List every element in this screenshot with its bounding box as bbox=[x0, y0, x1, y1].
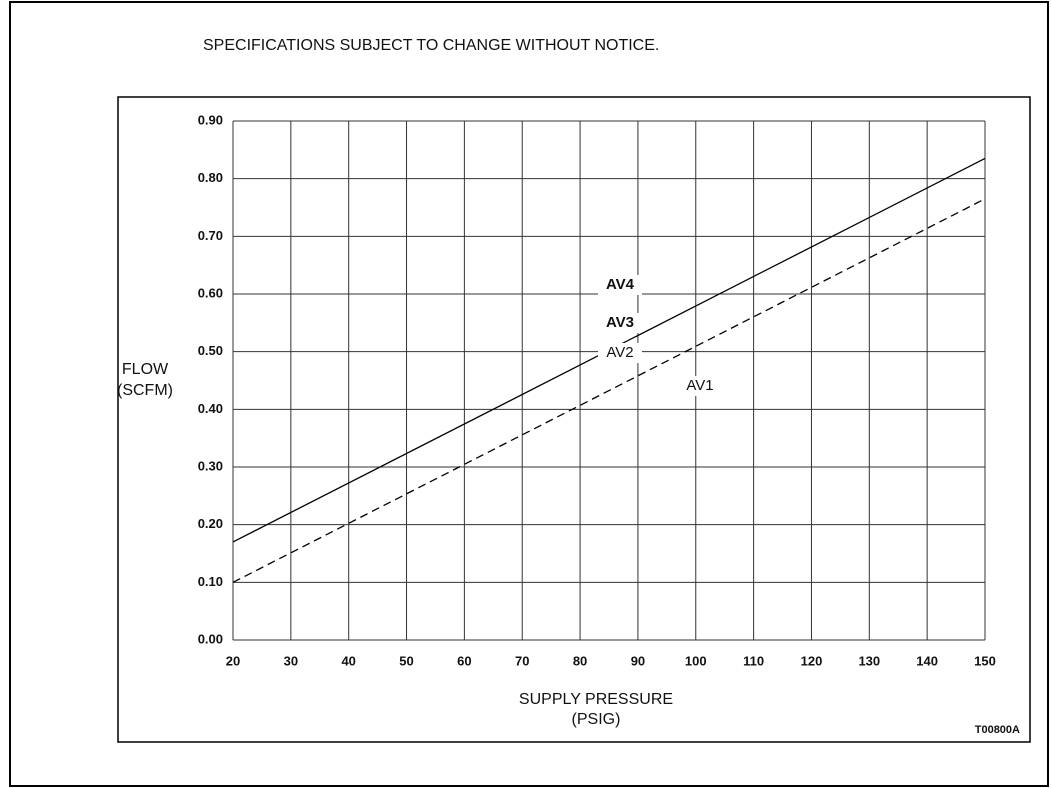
y-axis-label: FLOW bbox=[122, 361, 169, 378]
x-tick-label: 140 bbox=[916, 653, 938, 668]
y-tick-label: 0.40 bbox=[198, 401, 223, 416]
x-tick-label: 90 bbox=[631, 653, 645, 668]
x-tick-label: 130 bbox=[858, 653, 880, 668]
y-tick-label: 0.30 bbox=[198, 458, 223, 473]
x-tick-label: 120 bbox=[801, 653, 823, 668]
annotation-bg bbox=[678, 376, 722, 396]
annotation-bg bbox=[598, 313, 642, 333]
x-tick-label: 80 bbox=[573, 653, 587, 668]
y-tick-label: 0.50 bbox=[198, 343, 223, 358]
x-tick-label: 20 bbox=[226, 653, 240, 668]
series-line bbox=[232, 198, 986, 583]
y-axis-label: (SCFM) bbox=[117, 382, 173, 399]
x-tick-label: 40 bbox=[341, 653, 355, 668]
y-tick-label: 0.10 bbox=[198, 574, 223, 589]
annotation: AV4 bbox=[606, 276, 635, 293]
y-tick-label: 0.20 bbox=[198, 516, 223, 531]
y-tick-label: 0.70 bbox=[198, 228, 223, 243]
y-tick-label: 0.60 bbox=[198, 285, 223, 300]
annotation-bg bbox=[598, 275, 642, 295]
chart-frame bbox=[117, 96, 1031, 743]
x-tick-label: 110 bbox=[743, 653, 764, 668]
figure-id: T00800A bbox=[975, 724, 1020, 736]
x-axis-label: (PSIG) bbox=[572, 711, 621, 728]
x-tick-label: 50 bbox=[399, 653, 413, 668]
x-tick-label: 70 bbox=[515, 653, 529, 668]
annotation: AV3 bbox=[606, 314, 634, 331]
y-tick-label: 0.80 bbox=[198, 170, 223, 185]
y-tick-label: 0.90 bbox=[198, 112, 223, 127]
x-tick-label: 30 bbox=[284, 653, 298, 668]
x-tick-label: 100 bbox=[685, 653, 707, 668]
y-tick-label: 0.00 bbox=[198, 631, 223, 646]
x-tick-label: 150 bbox=[974, 653, 996, 668]
header: SPECIFICATIONS SUBJECT TO CHANGE WITHOUT… bbox=[203, 37, 659, 54]
x-tick-label: 60 bbox=[457, 653, 471, 668]
page-border bbox=[9, 1, 1049, 787]
annotation: AV1 bbox=[686, 377, 713, 394]
x-axis-label: SUPPLY PRESSURE bbox=[519, 691, 673, 708]
annotation: AV2 bbox=[606, 344, 633, 361]
annotation-bg bbox=[598, 343, 642, 363]
